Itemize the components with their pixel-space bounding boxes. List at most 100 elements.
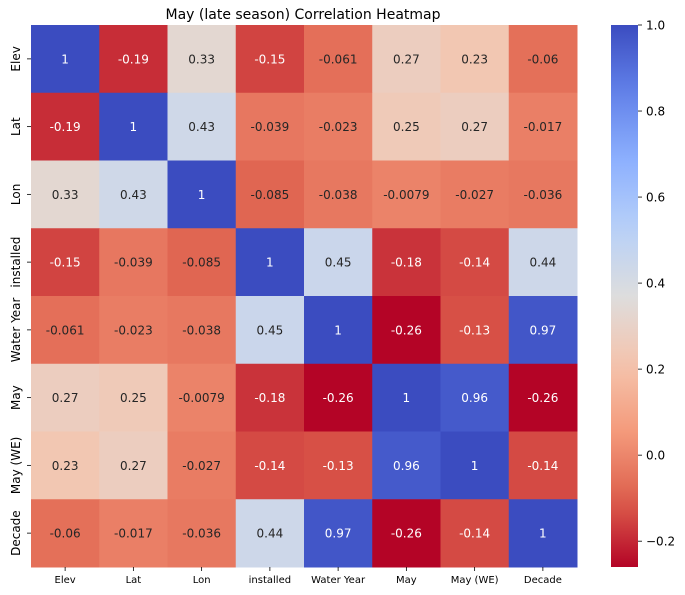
cell-value-label: -0.0079	[383, 188, 429, 202]
cell-value-label: 0.43	[188, 120, 215, 134]
cell-value-label: -0.26	[527, 391, 558, 405]
cell-value-label: -0.085	[251, 188, 290, 202]
heatmap-cell	[508, 431, 578, 500]
heatmap-cell	[235, 92, 305, 161]
heatmap-cell	[99, 431, 168, 500]
heatmap-cell	[235, 228, 305, 297]
cell-value-label: -0.14	[527, 459, 558, 473]
x-tick-label: Lat	[126, 575, 142, 586]
cell-value-label: -0.061	[46, 323, 85, 337]
cell-value-label: -0.14	[459, 527, 490, 541]
heatmap-cell	[304, 499, 373, 568]
heatmap-cell	[440, 92, 510, 161]
heatmap-cell	[167, 431, 237, 500]
cell-value-label: -0.027	[182, 459, 221, 473]
y-tick-label: May (WE)	[9, 437, 23, 494]
cell-value-label: -0.017	[114, 527, 153, 541]
heatmap-cell	[304, 92, 373, 161]
cell-value-label: 0.33	[188, 52, 215, 66]
x-tick-label: Decade	[524, 575, 562, 586]
heatmap-cell	[508, 296, 578, 365]
cell-value-label: -0.027	[455, 188, 494, 202]
heatmap-cell	[31, 431, 100, 500]
cell-value-label: -0.15	[50, 256, 81, 270]
cell-value-label: 0.23	[461, 52, 488, 66]
heatmap-cell	[235, 363, 305, 432]
cell-value-label: -0.038	[319, 188, 358, 202]
heatmap-cell	[372, 92, 441, 161]
colorbar-tick-label: 0.4	[646, 277, 665, 291]
heatmap-cell	[440, 228, 510, 297]
heatmap-cell	[372, 296, 441, 365]
cell-value-label: -0.18	[254, 391, 285, 405]
heatmap-cell	[31, 228, 100, 297]
cell-value-label: -0.13	[459, 323, 490, 337]
heatmap-cell	[372, 160, 441, 229]
cell-value-label: 0.97	[530, 323, 557, 337]
cell-value-label: 0.27	[393, 52, 420, 66]
cell-value-label: 0.97	[325, 527, 352, 541]
heatmap-cell	[167, 92, 237, 161]
cell-value-label: 0.45	[325, 256, 352, 270]
heatmap-cells	[31, 25, 578, 568]
heatmap-cell	[167, 296, 237, 365]
cell-value-label: -0.18	[391, 256, 422, 270]
heatmap-cell	[31, 499, 100, 568]
heatmap-cell	[31, 363, 100, 432]
cell-value-label: 0.96	[461, 391, 488, 405]
heatmap-cell	[440, 296, 510, 365]
cell-value-label: 1	[403, 391, 411, 405]
colorbar-tick-label: 0.6	[646, 191, 665, 205]
x-tick-label: May	[396, 575, 417, 586]
colorbar: 1.0 0.8 0.6 0.4 0.2 0.0 −0.2	[611, 19, 675, 567]
y-tick-label: installed	[9, 237, 23, 288]
heatmap-cell	[167, 160, 237, 229]
heatmap-cell	[440, 499, 510, 568]
heatmap-cell	[440, 160, 510, 229]
heatmap-cell	[508, 363, 578, 432]
x-tick-label: Elev	[55, 575, 76, 586]
heatmap-cell	[440, 431, 510, 500]
cell-value-label: -0.039	[251, 120, 290, 134]
cell-value-label: -0.036	[182, 527, 221, 541]
heatmap-cell	[304, 228, 373, 297]
cell-value-label: -0.036	[524, 188, 563, 202]
cell-value-label: 0.45	[257, 323, 284, 337]
heatmap-cell	[99, 228, 168, 297]
heatmap-cell	[99, 92, 168, 161]
heatmap-cell	[304, 431, 373, 500]
cell-value-label: 0.27	[120, 459, 147, 473]
cell-value-label: -0.061	[319, 52, 358, 66]
heatmap-cell	[167, 499, 237, 568]
heatmap-cell	[235, 499, 305, 568]
cell-value-label: -0.06	[527, 52, 558, 66]
heatmap-cell	[99, 160, 168, 229]
cell-value-label: -0.26	[391, 323, 422, 337]
heatmap-cell	[372, 25, 441, 94]
cell-value-label: 1	[266, 256, 274, 270]
y-tick-label: May	[9, 385, 23, 410]
y-tick-label: Water Year	[9, 297, 23, 362]
y-tick-label: Lon	[9, 184, 23, 205]
cell-value-label: 0.25	[120, 391, 147, 405]
heatmap-cell	[235, 431, 305, 500]
heatmap-cell	[304, 363, 373, 432]
colorbar-tick-label: 1.0	[646, 19, 665, 33]
cell-value-label: 0.96	[393, 459, 420, 473]
heatmap-cell	[372, 228, 441, 297]
heatmap-cell	[372, 363, 441, 432]
cell-value-label: 1	[539, 527, 547, 541]
cell-value-label: 1	[471, 459, 479, 473]
cell-value-label: -0.038	[182, 323, 221, 337]
heatmap-cell	[99, 25, 168, 94]
heatmap-cell	[440, 25, 510, 94]
heatmap-cell	[508, 25, 578, 94]
x-tick-label: installed	[249, 575, 291, 586]
heatmap-cell	[508, 228, 578, 297]
y-tick-label: Elev	[9, 46, 23, 71]
cell-value-label: -0.14	[254, 459, 285, 473]
heatmap-cell	[167, 363, 237, 432]
heatmap-cell	[508, 92, 578, 161]
colorbar-tick-label: 0.2	[646, 363, 665, 377]
